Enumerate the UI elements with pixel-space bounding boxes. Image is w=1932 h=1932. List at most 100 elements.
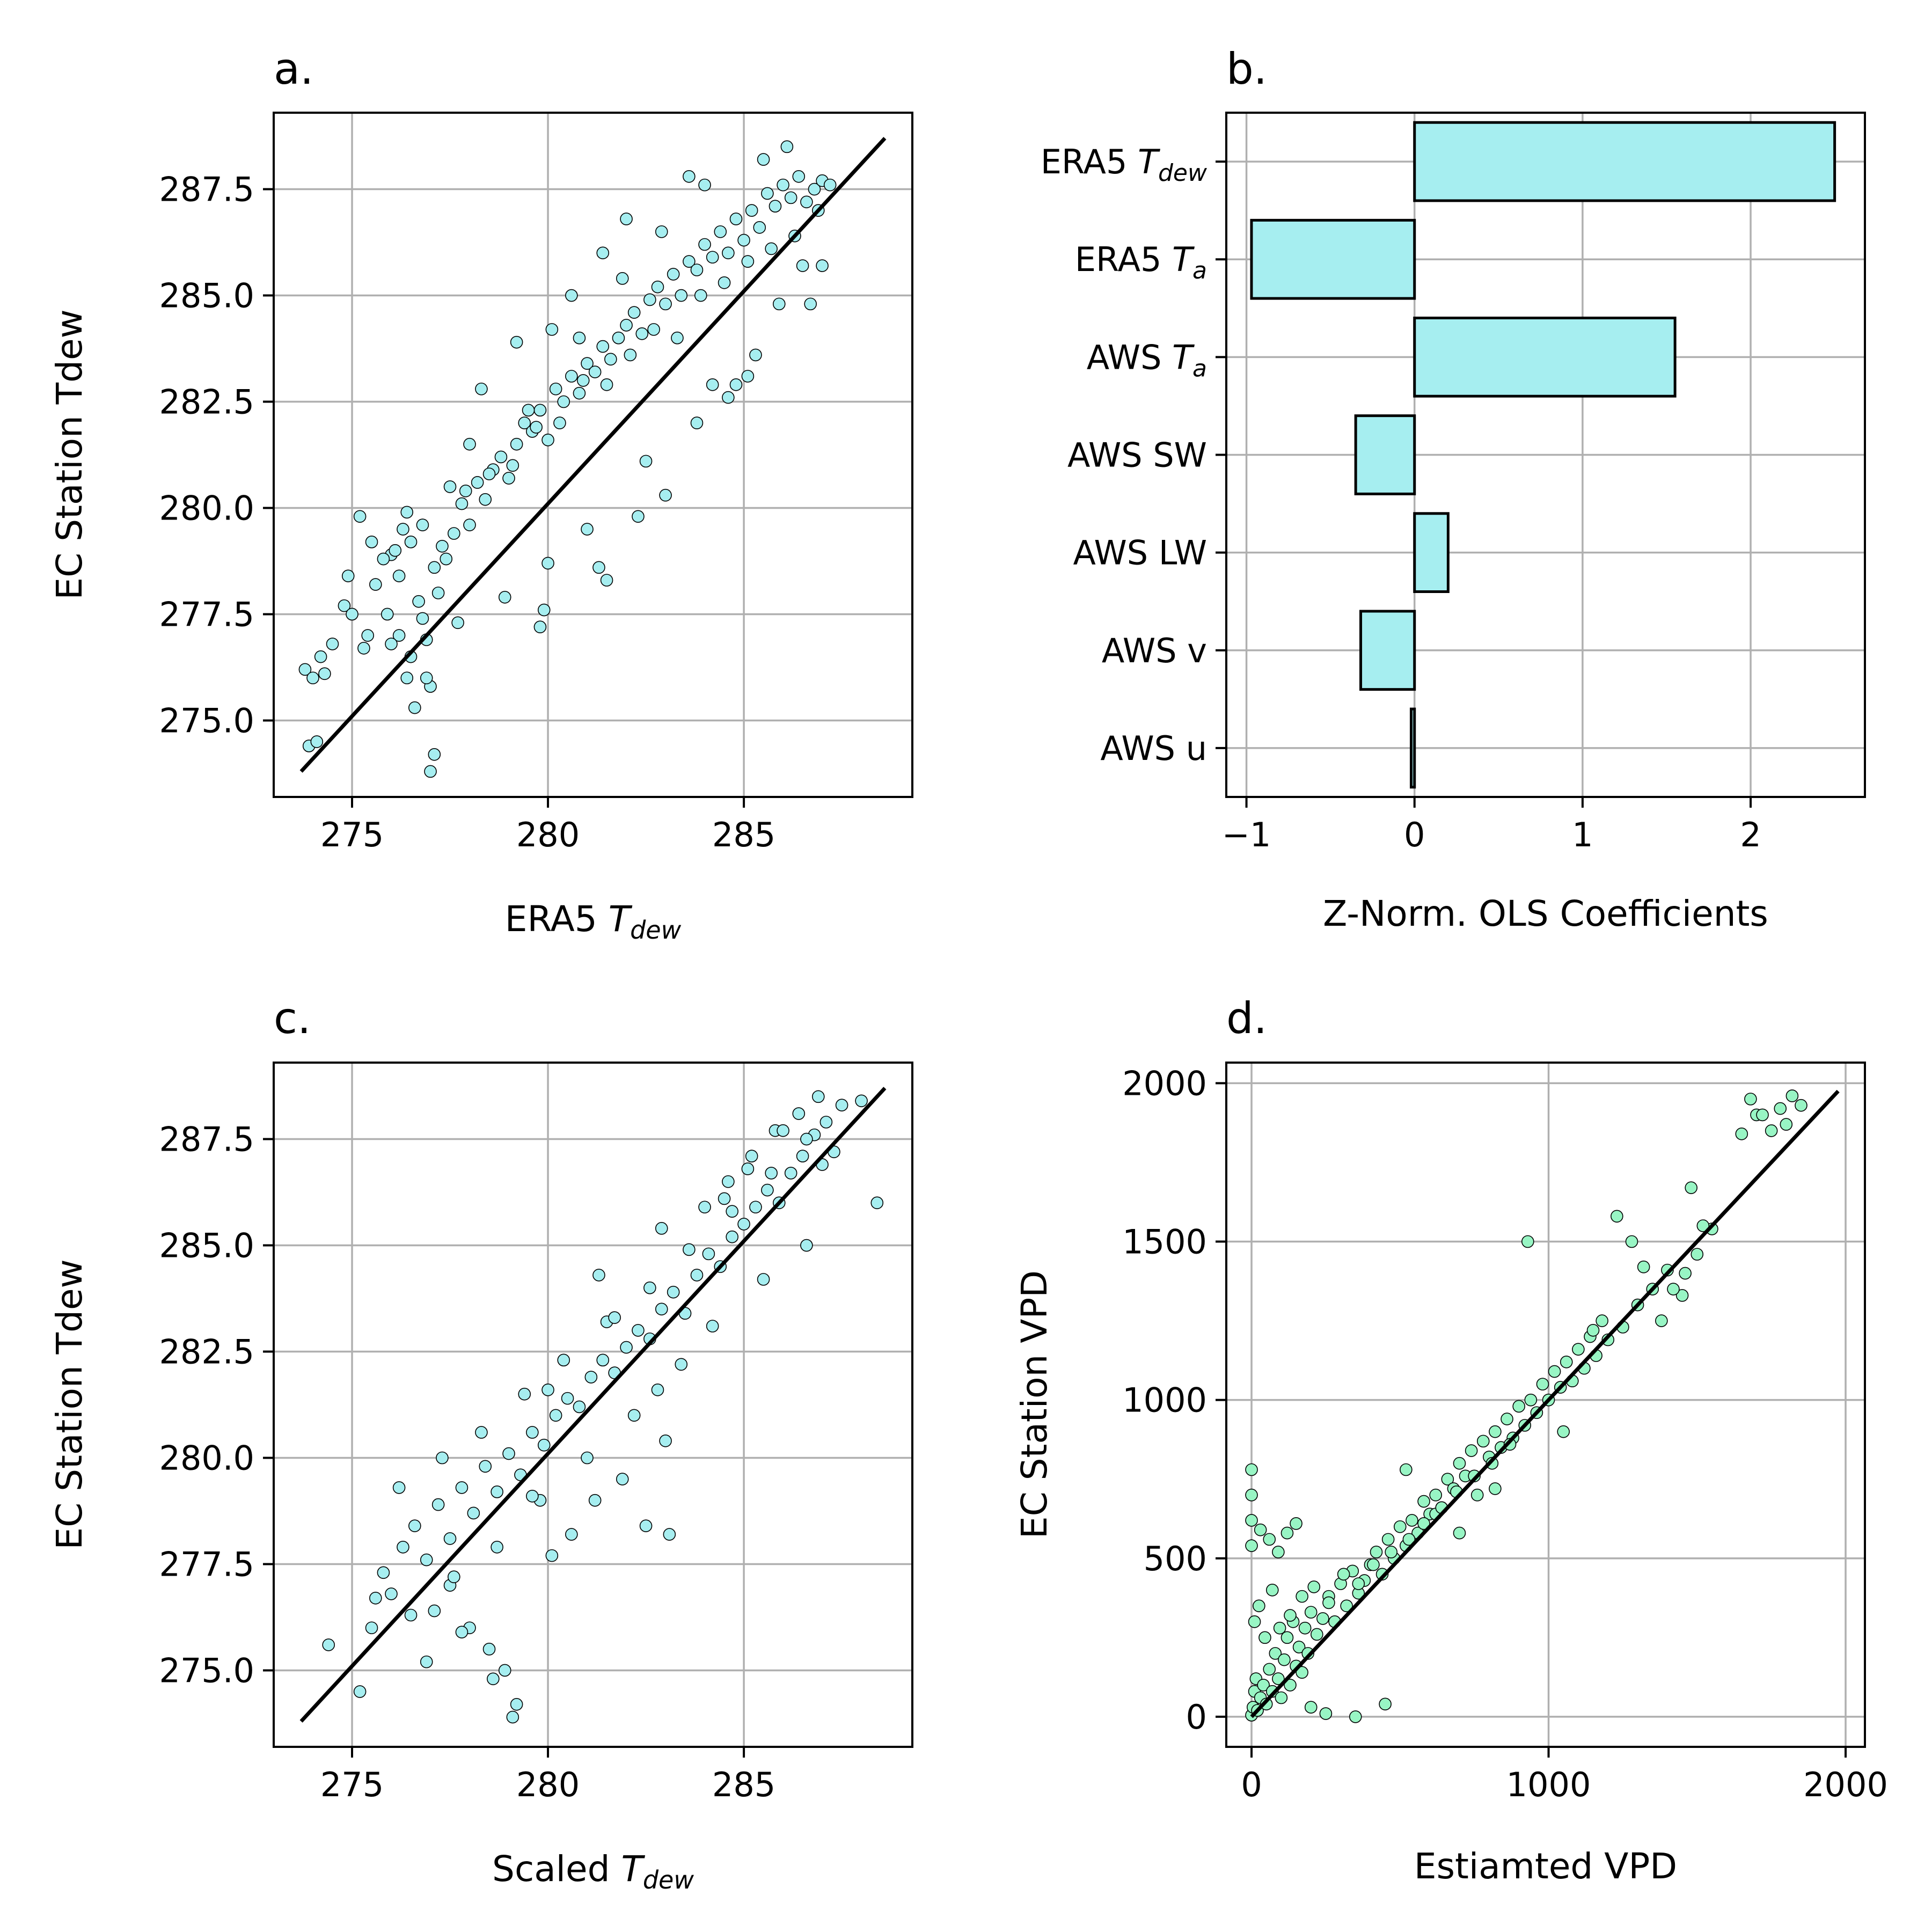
panel-a-point [745,204,758,217]
panel-a-point [357,642,370,655]
panel-a-point [389,544,402,557]
panel-d-point [1275,1691,1288,1704]
panel-a-point [537,603,551,617]
panel-a-point [397,523,409,536]
panel-a-point [545,323,559,336]
panel-a-point [632,510,645,523]
panel-d-point [1245,1463,1258,1476]
panel-a-point [620,319,633,332]
panel-c-point [870,1196,884,1210]
panel-a-point [639,455,653,468]
panel-a-point [522,404,535,417]
panel-d-point [1453,1457,1466,1470]
panel-d-point [1245,1539,1258,1552]
panel-d-point [1393,1520,1407,1533]
panel-a-point [576,374,590,387]
panel-d-point [1296,1666,1308,1679]
panel-a-x-tick-label: 275 [320,815,384,854]
panel-a-point [600,378,613,391]
panel-a-point [604,353,617,366]
panel-a-point [346,608,358,621]
panel-c-point [506,1710,519,1724]
panel-d-x-tick-label: 0 [1241,1765,1262,1804]
panel-a-point [667,268,680,281]
panel-b-x-tick-label: −1 [1222,815,1271,854]
panel-c-point [655,1302,668,1316]
panel-d-y-tick-label: 500 [1144,1539,1207,1578]
panel-b-x-tick-label: 2 [1740,815,1761,854]
panel-a-point [440,552,453,566]
panel-a-title: a. [274,44,313,94]
panel-d-frame [1225,1062,1866,1748]
panel-a-point [635,327,649,340]
panel-d-point [1596,1314,1608,1327]
panel-a-point [729,213,743,225]
panel-b-category-label-var: T [1172,240,1195,279]
panel-c-point [428,1604,441,1618]
panel-c-point [436,1451,449,1465]
panel-d-point [1379,1697,1392,1711]
panel-c-point [777,1124,789,1137]
panel-c-point [498,1664,511,1677]
panel-d-point [1417,1517,1430,1530]
panel-a-point [377,552,390,566]
panel-c-point [800,1132,813,1146]
panel-d-point [1667,1283,1680,1296]
panel-d-point [1536,1378,1549,1391]
panel-c-point [796,1150,809,1163]
panel-d-y-tick-label: 1500 [1122,1223,1207,1262]
panel-a-point [353,510,367,523]
panel-c-point [745,1150,758,1163]
panel-d-point [1679,1267,1692,1280]
panel-c-point [443,1532,457,1545]
panel-a-point [361,629,375,642]
panel-a-point [588,365,602,378]
panel-c-point [397,1540,409,1554]
panel-a-point [581,357,594,370]
panel-d-point [1322,1596,1335,1609]
panel-a-point [616,272,629,285]
panel-c-point [557,1353,570,1367]
panel-a-point [761,187,774,200]
panel-c-x-tick-label: 280 [516,1765,580,1804]
panel-d-point [1774,1102,1787,1115]
panel-c-point [482,1643,496,1656]
panel-c-point [420,1553,433,1567]
panel-c-point [502,1447,515,1460]
panel-d-point [1367,1558,1380,1571]
panel-a-y-tick-label: 275.0 [159,701,255,740]
panel-d-point [1780,1118,1793,1131]
panel-c-point [491,1485,503,1498]
panel-a-point [475,382,488,396]
panel-d-point [1272,1546,1285,1558]
panel-c-point [573,1400,586,1414]
panel-a-point [808,182,821,196]
panel-a-point [796,259,809,272]
panel-b-bar [1413,512,1450,593]
panel-c-y-tick-label: 282.5 [159,1333,255,1372]
panel-c-y-axis-label: EC Station Tdew [49,1259,90,1549]
panel-a-point [757,153,770,166]
panel-c-point [322,1638,335,1651]
panel-a-point [690,264,704,276]
panel-a-y-ticks: 275.0 277.5 280.0 282.5 285.0 287.5 [159,170,274,740]
panel-c-point [663,1528,676,1541]
panel-c-point [784,1167,797,1180]
panel-c-point [761,1183,774,1197]
panel-d-point [1675,1289,1689,1302]
panel-a-point [392,569,406,582]
panel-a-point [298,663,312,676]
panel-c-y-tick-label: 280.0 [159,1438,255,1477]
panel-d-point [1489,1425,1502,1438]
panel-c-point [596,1353,610,1367]
panel-a-y-tick-label: 280.0 [159,488,255,528]
panel-a: a. 275 280 285 275.0 277.5 280.0 282.5 285.0 28… [49,44,913,945]
panel-d-point [1273,1621,1286,1635]
panel-d-point [1248,1615,1261,1628]
panel-c-point [491,1540,503,1554]
panel-a-point [647,323,660,336]
panel-a-grid [274,113,912,797]
